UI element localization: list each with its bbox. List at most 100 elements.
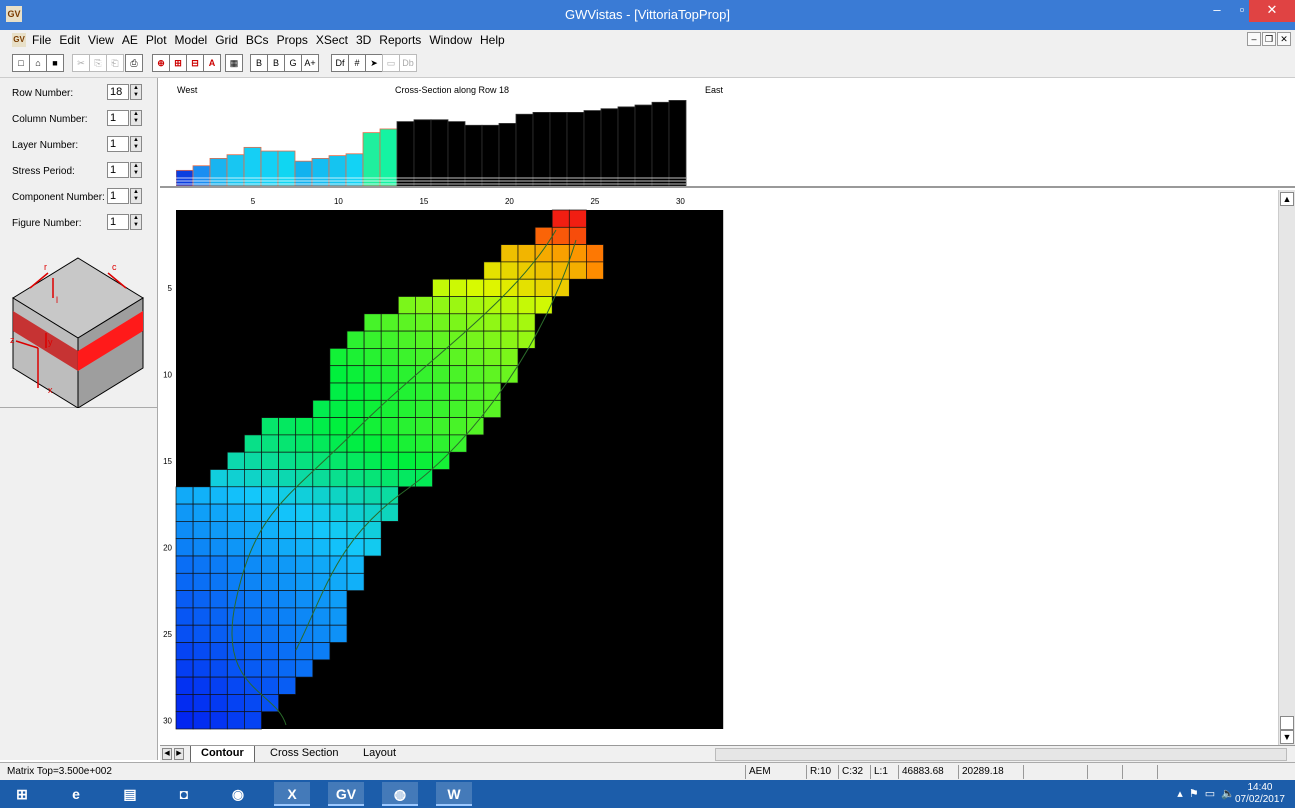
grid-cell[interactable]: [192, 607, 211, 626]
grid-cell[interactable]: [432, 417, 450, 436]
grid-cell[interactable]: [209, 572, 228, 591]
bc-icon[interactable]: B: [250, 54, 268, 72]
grid-cell[interactable]: [295, 503, 314, 522]
grid-cell[interactable]: [192, 676, 211, 695]
grid-cell[interactable]: [415, 434, 433, 453]
grid-cell[interactable]: [397, 348, 416, 367]
grid-cell[interactable]: [568, 261, 587, 280]
calculator-icon[interactable]: ▦: [225, 54, 243, 72]
grid-cell[interactable]: [346, 399, 365, 418]
grid-cell[interactable]: [244, 694, 262, 713]
grid-cell[interactable]: [226, 676, 245, 695]
annotate-icon[interactable]: A: [203, 54, 221, 72]
grid-cell[interactable]: [415, 330, 433, 349]
grid-cell[interactable]: [483, 278, 502, 297]
grid-cell[interactable]: [346, 572, 365, 591]
grid-cell[interactable]: [175, 711, 194, 730]
grid-cell[interactable]: [551, 261, 570, 280]
grid-cell[interactable]: [363, 538, 382, 557]
grid-cell[interactable]: [397, 434, 416, 453]
grid-cell[interactable]: [295, 417, 314, 436]
grid-cell[interactable]: [312, 642, 331, 661]
grid-cell[interactable]: [261, 607, 279, 626]
menu-file[interactable]: File: [32, 33, 52, 47]
tab-contour[interactable]: Contour: [190, 746, 255, 762]
menu-xsect[interactable]: XSect: [315, 33, 348, 47]
grid-cell[interactable]: [244, 590, 262, 609]
grid-cell[interactable]: [380, 503, 399, 522]
grid-cell[interactable]: [517, 278, 536, 297]
grid-cell[interactable]: [534, 296, 553, 315]
layer-number-input[interactable]: 1: [107, 136, 129, 152]
grid-cell[interactable]: [278, 538, 297, 557]
grid-cell[interactable]: [466, 417, 485, 436]
clock[interactable]: 14:40 07/02/2017: [1235, 782, 1285, 806]
grid-cell[interactable]: [295, 451, 314, 470]
grid-cell[interactable]: [363, 382, 382, 401]
grid-cell[interactable]: [534, 244, 553, 263]
grid-cell[interactable]: [363, 313, 382, 332]
grid-cell[interactable]: [432, 399, 450, 418]
grid-cell[interactable]: [380, 313, 399, 332]
grid-cell[interactable]: [586, 261, 604, 280]
grid-cell[interactable]: [483, 348, 502, 367]
g-icon[interactable]: G: [284, 54, 302, 72]
grid-cell[interactable]: [278, 607, 297, 626]
grid-cell[interactable]: [295, 555, 314, 574]
grid-cell[interactable]: [209, 538, 228, 557]
chrome-icon[interactable]: ◉: [231, 786, 245, 802]
grid-cell[interactable]: [534, 261, 553, 280]
menu-bcs[interactable]: BCs: [245, 33, 269, 47]
grid-cell[interactable]: [312, 555, 331, 574]
grid-cell[interactable]: [261, 676, 279, 695]
column-number-input[interactable]: 1: [107, 110, 129, 126]
grid-cell[interactable]: [329, 469, 348, 488]
grid-cell[interactable]: [244, 486, 262, 505]
grid-cell[interactable]: [226, 503, 245, 522]
grid-cell[interactable]: [244, 642, 262, 661]
grid-cell[interactable]: [278, 676, 297, 695]
figure-number-spinner[interactable]: ▲ ▼: [130, 214, 142, 230]
close-button[interactable]: ✕: [1249, 0, 1295, 22]
grid-cell[interactable]: [209, 624, 228, 643]
grid-cell[interactable]: [261, 538, 279, 557]
grid-cell[interactable]: [175, 676, 194, 695]
grid-cell[interactable]: [175, 590, 194, 609]
contour-view[interactable]: 5 10 15 20 25 30 5 10 15 20 25 30: [160, 190, 1278, 745]
grid-cell[interactable]: [449, 399, 468, 418]
grid-cell[interactable]: [329, 365, 348, 384]
grid-cell[interactable]: [346, 555, 365, 574]
grid-cell[interactable]: [295, 572, 314, 591]
tab-prev-button[interactable]: ◀: [162, 748, 172, 760]
grid-cell[interactable]: [226, 607, 245, 626]
grid-cell[interactable]: [415, 382, 433, 401]
grid-cell[interactable]: [500, 313, 519, 332]
grid-cell[interactable]: [500, 278, 519, 297]
menu-ae[interactable]: AE: [121, 33, 138, 47]
grid-cell[interactable]: [209, 642, 228, 661]
grid-cell[interactable]: [226, 555, 245, 574]
row-number-spinner[interactable]: ▲ ▼: [130, 84, 142, 100]
grid-cell[interactable]: [175, 659, 194, 678]
stress-period-input[interactable]: 1: [107, 162, 129, 178]
grid-cell[interactable]: [312, 417, 331, 436]
grid-cell[interactable]: [312, 469, 331, 488]
grid-cell[interactable]: [329, 590, 348, 609]
grid-cell[interactable]: [363, 451, 382, 470]
grid-cell[interactable]: [483, 330, 502, 349]
grid-cell[interactable]: [483, 382, 502, 401]
row-number-input[interactable]: 18: [107, 84, 129, 100]
grid-cell[interactable]: [449, 330, 468, 349]
grid-cell[interactable]: [261, 555, 279, 574]
grid-cell[interactable]: [244, 659, 262, 678]
grid-cell[interactable]: [500, 296, 519, 315]
grid-cell[interactable]: [209, 659, 228, 678]
grid-cell[interactable]: [432, 330, 450, 349]
grid-cell[interactable]: [415, 417, 433, 436]
grid-cell[interactable]: [278, 486, 297, 505]
grid-cell[interactable]: [278, 642, 297, 661]
grid-cell[interactable]: [466, 330, 485, 349]
grid-cell[interactable]: [312, 538, 331, 557]
grid-cell[interactable]: [329, 348, 348, 367]
grid-cell[interactable]: [397, 382, 416, 401]
